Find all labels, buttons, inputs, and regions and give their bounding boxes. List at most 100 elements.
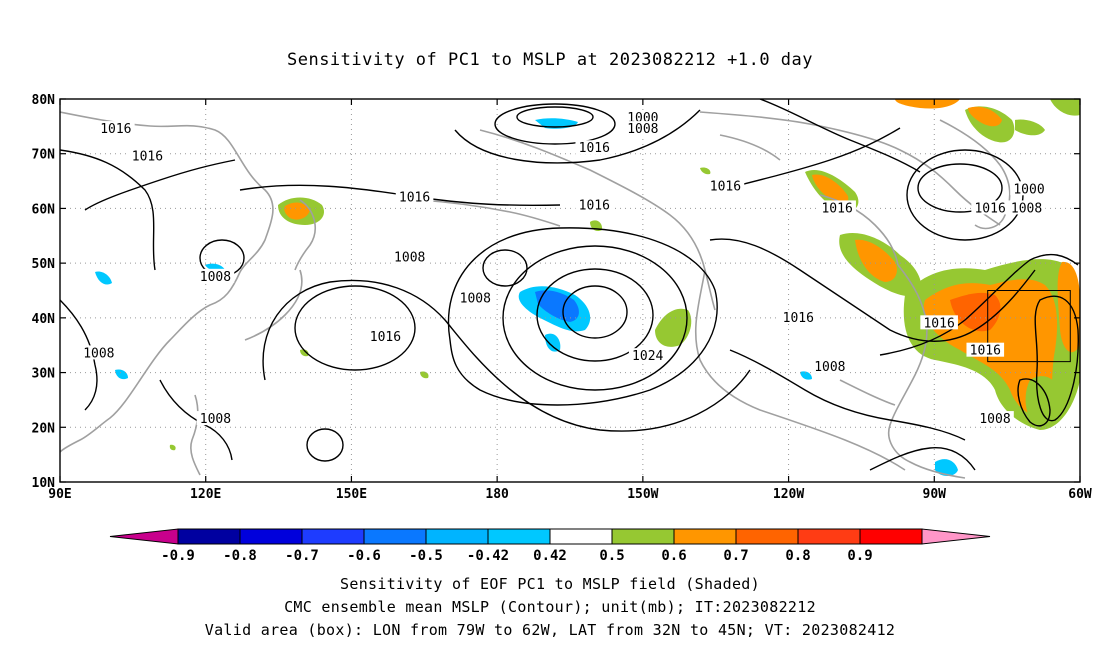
colorbar-swatch bbox=[239, 528, 303, 545]
colorbar-label: -0.8 bbox=[223, 548, 257, 564]
contour-label: 1008 bbox=[200, 412, 231, 427]
shade-negative-pacific-2 bbox=[545, 333, 561, 352]
contour-label-bg bbox=[628, 348, 667, 363]
contour-label-bg bbox=[128, 148, 167, 163]
plot-frame bbox=[59, 98, 1081, 483]
contour-label-bg bbox=[624, 110, 662, 125]
contour-1012-high bbox=[447, 227, 718, 406]
shade-negative-southeast bbox=[115, 369, 128, 380]
contour-label-bg bbox=[818, 200, 856, 215]
contour-1000-canada-low bbox=[917, 163, 1003, 213]
lon-tick-label: 90E bbox=[48, 487, 71, 502]
lon-tick-label: 90W bbox=[923, 487, 947, 502]
caption-line-1: Sensitivity of EOF PC1 to MSLP field (Sh… bbox=[340, 575, 760, 593]
shade-positive-east-green bbox=[1025, 376, 1062, 429]
colorbar-swatch bbox=[363, 528, 427, 545]
lon-tick-label: 150E bbox=[336, 487, 367, 502]
coast-arctic-islands bbox=[719, 134, 781, 161]
contour-1020-high bbox=[536, 268, 654, 362]
contour-label: 1016 bbox=[132, 149, 163, 164]
coast-namerica-west bbox=[694, 269, 906, 471]
contour-label: 1016 bbox=[923, 316, 954, 331]
colorbar-label: -0.5 bbox=[409, 548, 443, 564]
contour-label-bg bbox=[966, 342, 1005, 357]
lon-tick-label: 180 bbox=[485, 487, 509, 502]
contour-label-bg bbox=[920, 315, 958, 330]
contour-label-group: 1016101610161008100810081008101610081000… bbox=[80, 110, 1048, 427]
colorbar-label: 0.5 bbox=[599, 548, 624, 564]
colorbar-label: -0.7 bbox=[285, 548, 319, 564]
contour-1016-canada bbox=[719, 127, 901, 191]
contour-label: 1008 bbox=[627, 122, 658, 137]
contour-label-bg bbox=[624, 121, 662, 136]
shade-positive-north-atl bbox=[1050, 99, 1080, 116]
map-title: Sensitivity of PC1 to MSLP at 2023082212… bbox=[286, 50, 813, 70]
contour-atlantic-ring2 bbox=[1017, 378, 1051, 427]
coast-canada-arctic bbox=[699, 111, 1001, 226]
contour-label-bg bbox=[575, 140, 614, 155]
lat-tick-label: 80N bbox=[32, 93, 56, 108]
contour-label-bg bbox=[971, 200, 1009, 215]
shade-positive-dot-6 bbox=[169, 444, 176, 451]
shade-positive-east bbox=[1057, 261, 1080, 353]
lat-tick-label: 40N bbox=[32, 312, 56, 327]
coast-japan bbox=[244, 269, 303, 341]
contour-label: 1016 bbox=[100, 122, 131, 137]
contour-label: 1000 bbox=[1013, 182, 1044, 197]
coast-hudson bbox=[819, 194, 899, 266]
contour-1008-small bbox=[306, 428, 344, 462]
contour-label: 1008 bbox=[1011, 201, 1042, 216]
colorbar-swatch bbox=[797, 528, 861, 545]
colorbar-min-arrow bbox=[109, 528, 179, 545]
contour-1016-west bbox=[294, 285, 416, 371]
lon-tick-label: 150W bbox=[627, 487, 658, 502]
colorbar-label: 0.42 bbox=[533, 548, 567, 564]
shade-positive-dot-3 bbox=[420, 371, 429, 379]
contour-label-bg bbox=[976, 411, 1014, 426]
contour-1008-mexico bbox=[729, 349, 966, 441]
shade-positive-greenland-orange bbox=[968, 106, 1002, 127]
contour-1008-arctic-low bbox=[494, 103, 616, 145]
contour-1008-india bbox=[60, 299, 98, 411]
lat-tick-label: 20N bbox=[32, 421, 56, 436]
contour-1016-high bbox=[502, 245, 688, 391]
coast-kamchatka bbox=[294, 199, 316, 271]
colorbar-swatch bbox=[487, 528, 551, 545]
contour-label-bg bbox=[575, 197, 614, 212]
contour-1024-high bbox=[562, 285, 628, 339]
coast-philippines bbox=[190, 394, 201, 476]
coastlines bbox=[60, 111, 1011, 479]
contour-label: 1008 bbox=[200, 270, 231, 285]
contour-label: 1008 bbox=[460, 292, 491, 307]
lat-tick-label: 30N bbox=[32, 367, 56, 382]
shade-negative-mexico bbox=[800, 371, 812, 380]
coast-asia bbox=[60, 111, 274, 453]
contour-label-bg bbox=[811, 359, 849, 374]
contour-1016-arctic bbox=[454, 109, 701, 164]
lat-tick-label: 10N bbox=[32, 476, 56, 491]
contour-1016-asia2 bbox=[60, 149, 156, 271]
colorbar-swatch bbox=[549, 528, 613, 545]
lon-tick-label: 60W bbox=[1068, 487, 1092, 502]
coast-alaska bbox=[479, 129, 716, 311]
contour-label: 1024 bbox=[632, 349, 663, 364]
lat-tick-label: 70N bbox=[32, 148, 56, 163]
coast-gulf bbox=[839, 379, 896, 406]
contour-label: 1008 bbox=[394, 251, 425, 266]
valid-area-box bbox=[987, 290, 1071, 363]
contour-label-bg bbox=[1010, 181, 1048, 196]
contour-label: 1016 bbox=[821, 201, 852, 216]
contour-label: 1016 bbox=[399, 190, 430, 205]
contour-label-bg bbox=[456, 290, 495, 305]
coast-aleutians bbox=[419, 199, 561, 227]
contour-label: 1008 bbox=[979, 412, 1010, 427]
graticule bbox=[60, 99, 1080, 482]
contour-1000-arctic-low bbox=[516, 106, 594, 128]
contour-label-bg bbox=[1007, 200, 1046, 215]
coast-namerica-east bbox=[888, 264, 966, 479]
contour-label: 1016 bbox=[970, 344, 1001, 359]
caption-line-3: Valid area (box): LON from 79W to 62W, L… bbox=[204, 621, 896, 639]
colorbar-swatch bbox=[673, 528, 737, 545]
colorbar-swatch bbox=[177, 528, 241, 545]
contour-label-bg bbox=[390, 249, 429, 264]
